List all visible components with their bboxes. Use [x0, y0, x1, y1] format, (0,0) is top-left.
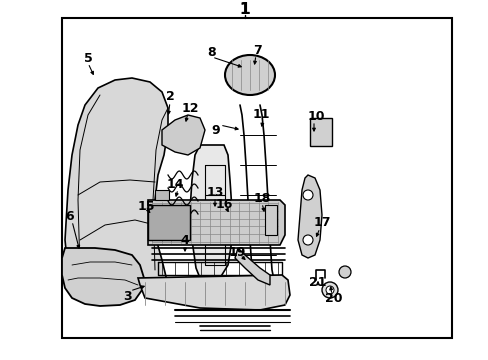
Ellipse shape [224, 55, 274, 95]
Text: 16: 16 [215, 198, 232, 211]
Text: 2: 2 [165, 90, 174, 104]
Polygon shape [138, 275, 289, 310]
Text: 17: 17 [313, 216, 330, 230]
Polygon shape [235, 248, 269, 285]
Text: 5: 5 [83, 51, 92, 64]
Text: 3: 3 [123, 289, 132, 302]
Bar [155, 190, 169, 200]
Bar [264, 205, 276, 235]
Polygon shape [297, 175, 321, 258]
Text: 20: 20 [325, 292, 342, 306]
Text: 9: 9 [211, 123, 220, 136]
Circle shape [303, 190, 312, 200]
Polygon shape [162, 115, 204, 155]
Text: 8: 8 [207, 45, 216, 58]
Text: 13: 13 [206, 186, 223, 199]
Circle shape [321, 282, 337, 298]
Polygon shape [190, 145, 231, 280]
Polygon shape [65, 78, 168, 295]
Text: 10: 10 [306, 109, 324, 122]
Circle shape [338, 266, 350, 278]
Bar [148, 205, 190, 240]
Text: 12: 12 [181, 102, 198, 114]
Bar [309, 118, 331, 146]
Polygon shape [148, 200, 285, 245]
Text: 15: 15 [137, 201, 154, 213]
Text: 19: 19 [228, 246, 245, 258]
Text: 1: 1 [239, 3, 250, 18]
Text: 7: 7 [253, 44, 262, 57]
Polygon shape [62, 248, 143, 306]
Bar [62, 18, 451, 338]
Text: 11: 11 [252, 108, 269, 122]
Circle shape [303, 235, 312, 245]
Text: 21: 21 [308, 275, 326, 288]
Text: 6: 6 [65, 210, 74, 222]
Text: 1: 1 [239, 3, 250, 18]
Text: 18: 18 [253, 193, 270, 206]
Text: 14: 14 [166, 179, 183, 192]
Text: 4: 4 [180, 234, 189, 248]
Circle shape [325, 286, 333, 294]
